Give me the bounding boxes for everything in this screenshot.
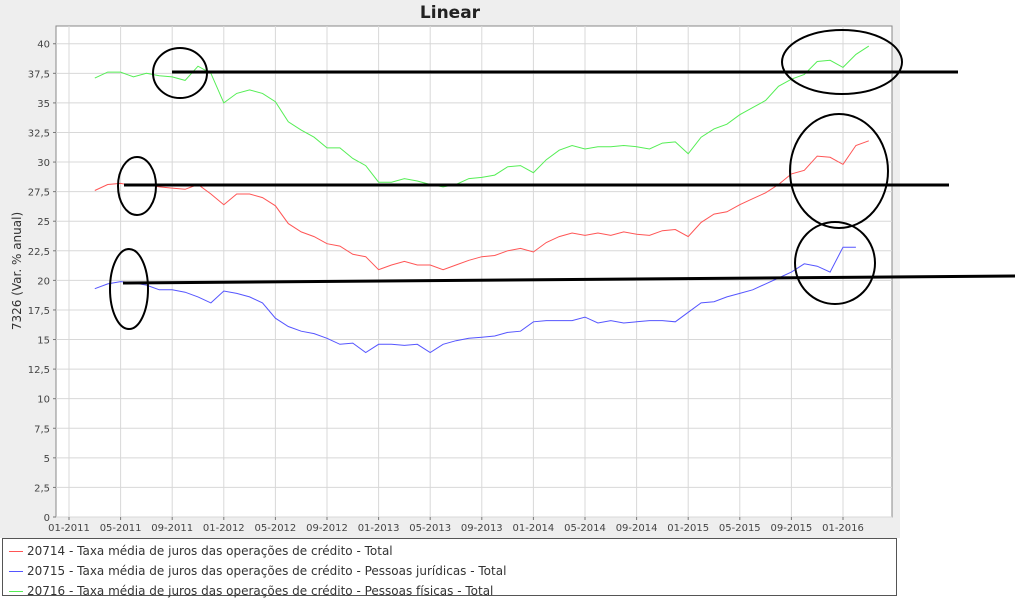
annotation-line bbox=[122, 274, 1016, 285]
annotation-ellipse bbox=[152, 47, 208, 99]
annotation-ellipse bbox=[109, 248, 149, 330]
y-tick-label: 17,5 bbox=[28, 306, 50, 317]
x-tick-label: 05-2012 bbox=[255, 523, 297, 534]
x-tick-label: 01-2013 bbox=[358, 523, 400, 534]
y-tick-label: 7,5 bbox=[34, 424, 50, 435]
x-tick-label: 09-2015 bbox=[771, 523, 813, 534]
y-tick-label: 20 bbox=[37, 276, 50, 287]
y-tick-label: 0 bbox=[44, 513, 50, 524]
y-tick-label: 15 bbox=[37, 336, 50, 347]
y-tick-label: 10 bbox=[37, 395, 50, 406]
y-tick-label: 5 bbox=[44, 454, 50, 465]
annotation-ellipse bbox=[789, 113, 889, 229]
legend: 20714 - Taxa média de juros das operaçõe… bbox=[2, 538, 897, 598]
x-tick-label: 09-2012 bbox=[306, 523, 348, 534]
legend-item: 20715 - Taxa média de juros das operaçõe… bbox=[3, 561, 896, 581]
x-tick-label: 05-2013 bbox=[409, 523, 451, 534]
legend-label: 20714 - Taxa média de juros das operaçõe… bbox=[27, 544, 393, 558]
y-tick-label: 27,5 bbox=[28, 188, 50, 199]
x-tick-label: 09-2011 bbox=[151, 523, 193, 534]
legend-swatch bbox=[9, 571, 23, 572]
series-line-2 bbox=[94, 246, 856, 354]
legend-swatch bbox=[9, 591, 23, 592]
series-line-1 bbox=[94, 140, 869, 271]
y-tick-label: 22,5 bbox=[28, 247, 50, 258]
x-tick-label: 05-2011 bbox=[100, 523, 142, 534]
annotation-ellipse bbox=[781, 29, 903, 95]
chart-title: Linear bbox=[420, 3, 481, 23]
y-tick-label: 12,5 bbox=[28, 365, 50, 376]
x-tick-label: 01-2014 bbox=[513, 523, 555, 534]
y-tick-label: 25 bbox=[37, 217, 50, 228]
y-tick-label: 35 bbox=[37, 99, 50, 110]
y-tick-label: 32,5 bbox=[28, 128, 50, 139]
series-line-3 bbox=[94, 45, 870, 188]
legend-label: 20715 - Taxa média de juros das operaçõe… bbox=[27, 564, 507, 578]
x-tick-label: 01-2012 bbox=[203, 523, 245, 534]
x-tick-label: 01-2016 bbox=[822, 523, 864, 534]
annotation-ellipse bbox=[794, 221, 876, 305]
series-lines bbox=[94, 45, 870, 354]
x-tick-label: 05-2015 bbox=[719, 523, 761, 534]
legend-label: 20716 - Taxa média de juros das operaçõe… bbox=[27, 584, 494, 598]
y-tick-label: 30 bbox=[37, 158, 50, 169]
x-tick-label: 09-2013 bbox=[461, 523, 503, 534]
annotation-ellipse bbox=[117, 156, 157, 216]
x-tick-label: 05-2014 bbox=[564, 523, 606, 534]
x-tick-label: 01-2015 bbox=[667, 523, 709, 534]
legend-item: 20714 - Taxa média de juros das operaçõe… bbox=[3, 541, 896, 561]
y-tick-label: 40 bbox=[37, 40, 50, 51]
x-tick-label: 01-2011 bbox=[48, 523, 90, 534]
y-tick-label: 37,5 bbox=[28, 69, 50, 80]
legend-swatch bbox=[9, 551, 23, 552]
legend-item: 20716 - Taxa média de juros das operaçõe… bbox=[3, 581, 896, 601]
y-axis-label: 7326 (Var. % anual) bbox=[10, 212, 24, 330]
x-tick-label: 09-2014 bbox=[616, 523, 658, 534]
axes: 0 2,5 5 7,5 10 12,5 15 17,5 20 22,5 25 27,5 30 32,5 35… bbox=[28, 40, 864, 534]
y-tick-label: 2,5 bbox=[34, 483, 50, 494]
